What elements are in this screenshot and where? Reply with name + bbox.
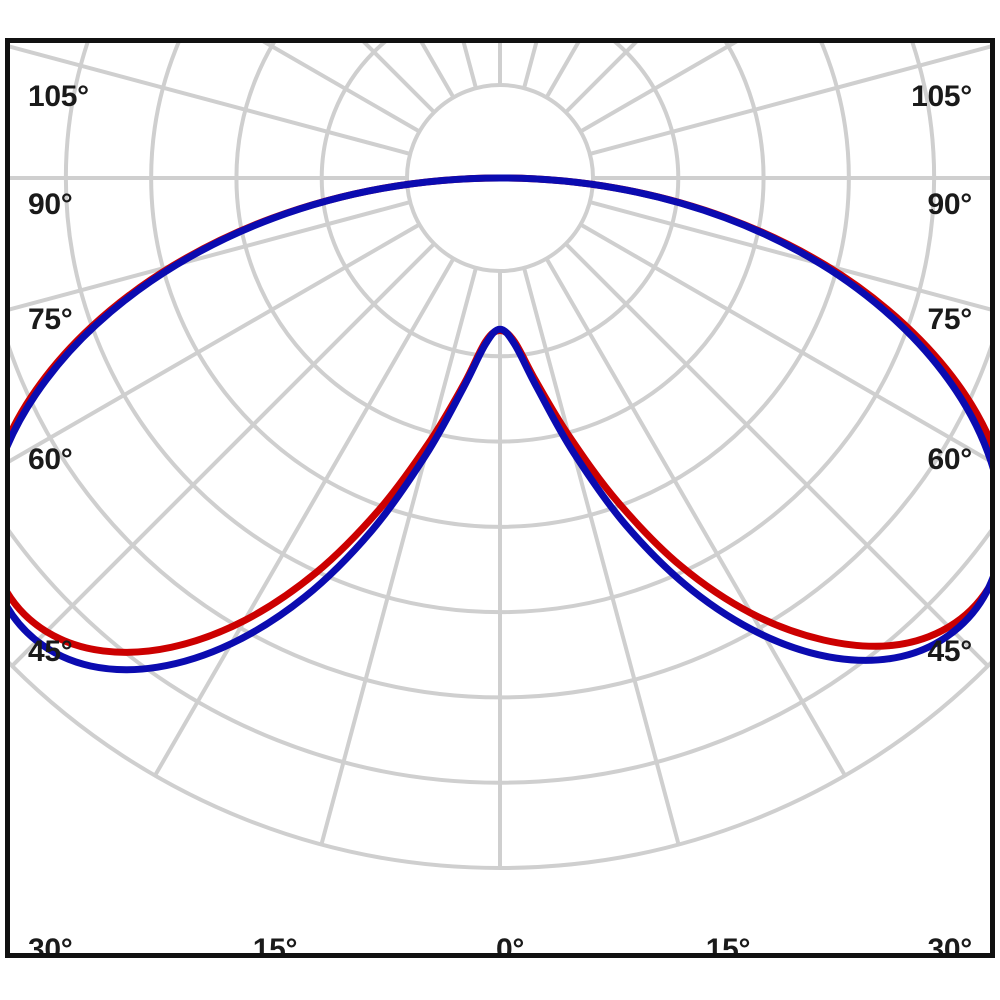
grid-spoke-345 xyxy=(319,267,478,846)
axis-label-right-2: 75° xyxy=(927,303,973,336)
grid-spoke-240 xyxy=(262,43,421,134)
polar-curves xyxy=(10,174,990,674)
axis-label-left-1: 90° xyxy=(28,188,73,221)
polar-grid xyxy=(10,43,990,870)
grid-spoke-60 xyxy=(579,222,990,464)
axis-label-right-4: 45° xyxy=(927,635,973,668)
axis-label-bottom-0: 15° xyxy=(252,933,298,958)
axis-label-bottom-1: 0° xyxy=(495,933,525,958)
grid-spoke-165 xyxy=(522,43,539,89)
axis-label-right-3: 60° xyxy=(927,443,973,476)
grid-spoke-255 xyxy=(10,44,411,156)
axis-label-right-1: 90° xyxy=(927,188,973,221)
grid-spoke-285 xyxy=(10,200,411,312)
axis-label-left-4: 45° xyxy=(28,635,73,668)
grid-spoke-300 xyxy=(10,222,421,464)
axis-label-right-0: 105° xyxy=(911,80,972,113)
grid-spoke-30 xyxy=(544,257,847,777)
polar-grid-and-curves xyxy=(10,43,990,870)
axis-label-left-2: 75° xyxy=(28,303,73,336)
grid-spoke-45 xyxy=(564,242,990,668)
polar-chart-frame: 105° 90° 75° 60° 45° 30° 105° 90° 75° 60° 45° 30° … xyxy=(5,38,995,958)
axis-label-bottom-2: 15° xyxy=(705,933,751,958)
grid-spoke-15 xyxy=(522,267,681,846)
grid-spoke-330 xyxy=(153,257,456,777)
axis-label-right-5: 30° xyxy=(927,933,973,958)
grid-spoke-105 xyxy=(589,44,990,156)
axis-label-left-0: 105° xyxy=(28,80,89,113)
grid-spoke-75 xyxy=(589,200,990,312)
axis-label-left-3: 60° xyxy=(28,443,73,476)
grid-spoke-315 xyxy=(10,242,436,668)
axis-label-left-5: 30° xyxy=(28,933,73,958)
grid-spoke-195 xyxy=(461,43,478,89)
grid-spoke-120 xyxy=(579,43,738,134)
curve-c90-c270 xyxy=(10,174,990,674)
